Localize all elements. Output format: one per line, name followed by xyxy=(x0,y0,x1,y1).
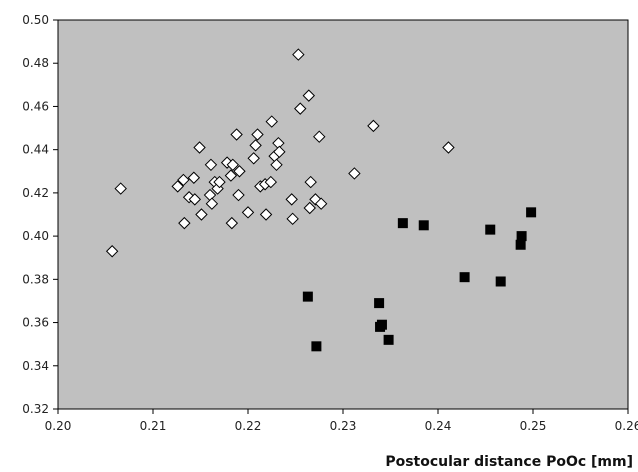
x-tick-label: 0.20 xyxy=(45,419,72,433)
y-tick-label: 0.48 xyxy=(22,56,49,70)
data-point-open-diamond xyxy=(273,145,286,159)
data-point-open-diamond xyxy=(348,167,361,180)
y-axis: 0.32 0.34 0.36 0.38 0.40 0.42 0.44 0.46 0.48 0.50 xyxy=(22,13,58,416)
x-axis-title: Postocular distance PoOc [mm] xyxy=(385,454,633,470)
data-point-open-diamond xyxy=(204,158,218,172)
data-points xyxy=(105,48,537,352)
y-tick-label: 0.36 xyxy=(22,316,49,330)
data-point-open-diamond xyxy=(314,197,328,210)
data-point-open-diamond xyxy=(294,102,307,115)
data-point-open-diamond xyxy=(265,115,278,128)
data-point-open-diamond xyxy=(195,208,208,221)
data-point-open-diamond xyxy=(233,165,246,178)
x-tick-label: 0.23 xyxy=(330,419,357,433)
data-point-open-diamond xyxy=(114,182,127,195)
data-point-filled-square xyxy=(515,239,526,250)
data-point-open-diamond xyxy=(171,180,184,193)
data-point-open-diamond xyxy=(230,128,243,141)
data-point-filled-square xyxy=(418,220,429,231)
data-point-open-diamond xyxy=(105,245,119,258)
y-tick-label: 0.50 xyxy=(22,13,49,27)
data-point-open-diamond xyxy=(442,141,455,154)
data-point-filled-square xyxy=(485,224,496,235)
data-point-filled-square xyxy=(311,341,322,352)
y-tick-label: 0.42 xyxy=(22,186,49,200)
data-point-open-diamond xyxy=(205,197,219,210)
data-point-filled-square xyxy=(383,334,394,345)
x-tick-label: 0.21 xyxy=(140,419,167,433)
data-point-filled-square xyxy=(302,291,313,302)
data-point-open-diamond xyxy=(247,152,260,165)
data-point-filled-square xyxy=(495,276,506,287)
data-point-open-diamond xyxy=(264,175,278,189)
data-point-filled-square xyxy=(397,218,408,229)
x-tick-label: 0.25 xyxy=(520,419,547,433)
data-point-open-diamond xyxy=(302,89,316,102)
data-point-open-diamond xyxy=(303,201,316,215)
data-point-open-diamond xyxy=(249,139,262,152)
data-point-open-diamond xyxy=(367,119,380,133)
data-point-open-diamond xyxy=(285,193,298,206)
data-point-open-diamond xyxy=(313,130,326,143)
data-point-open-diamond xyxy=(193,141,206,154)
x-tick-label: 0.24 xyxy=(425,419,452,433)
data-point-open-diamond xyxy=(225,216,239,230)
data-point-open-diamond xyxy=(292,48,305,61)
data-point-open-diamond xyxy=(304,175,317,189)
y-tick-label: 0.38 xyxy=(22,272,49,286)
data-point-open-diamond xyxy=(259,208,273,221)
data-point-open-diamond xyxy=(286,212,299,226)
y-tick-label: 0.44 xyxy=(22,143,49,157)
y-tick-label: 0.32 xyxy=(22,402,49,416)
data-point-open-diamond xyxy=(232,188,245,202)
data-point-open-diamond xyxy=(251,128,264,141)
x-axis: 0.20 0.21 0.22 0.23 0.24 0.25 0.26 xyxy=(45,409,638,433)
data-point-filled-square xyxy=(459,272,470,283)
data-point-open-diamond xyxy=(270,158,283,172)
data-point-filled-square xyxy=(376,319,387,330)
x-tick-label: 0.22 xyxy=(235,419,262,433)
x-tick-label: 0.26 xyxy=(615,419,638,433)
data-point-filled-square xyxy=(516,231,527,242)
y-tick-label: 0.34 xyxy=(22,359,49,373)
data-point-open-diamond xyxy=(188,193,202,206)
y-tick-label: 0.46 xyxy=(22,99,49,113)
data-point-open-diamond xyxy=(178,216,191,230)
plot-area xyxy=(57,19,629,410)
data-point-open-diamond xyxy=(187,171,201,184)
data-point-open-diamond xyxy=(177,173,190,187)
data-point-open-diamond xyxy=(224,169,238,182)
data-point-filled-square xyxy=(374,298,385,309)
data-point-open-diamond xyxy=(213,175,226,189)
y-tick-label: 0.40 xyxy=(22,229,49,243)
data-point-filled-square xyxy=(526,207,537,218)
data-point-open-diamond xyxy=(226,158,240,172)
data-point-open-diamond xyxy=(241,206,255,219)
